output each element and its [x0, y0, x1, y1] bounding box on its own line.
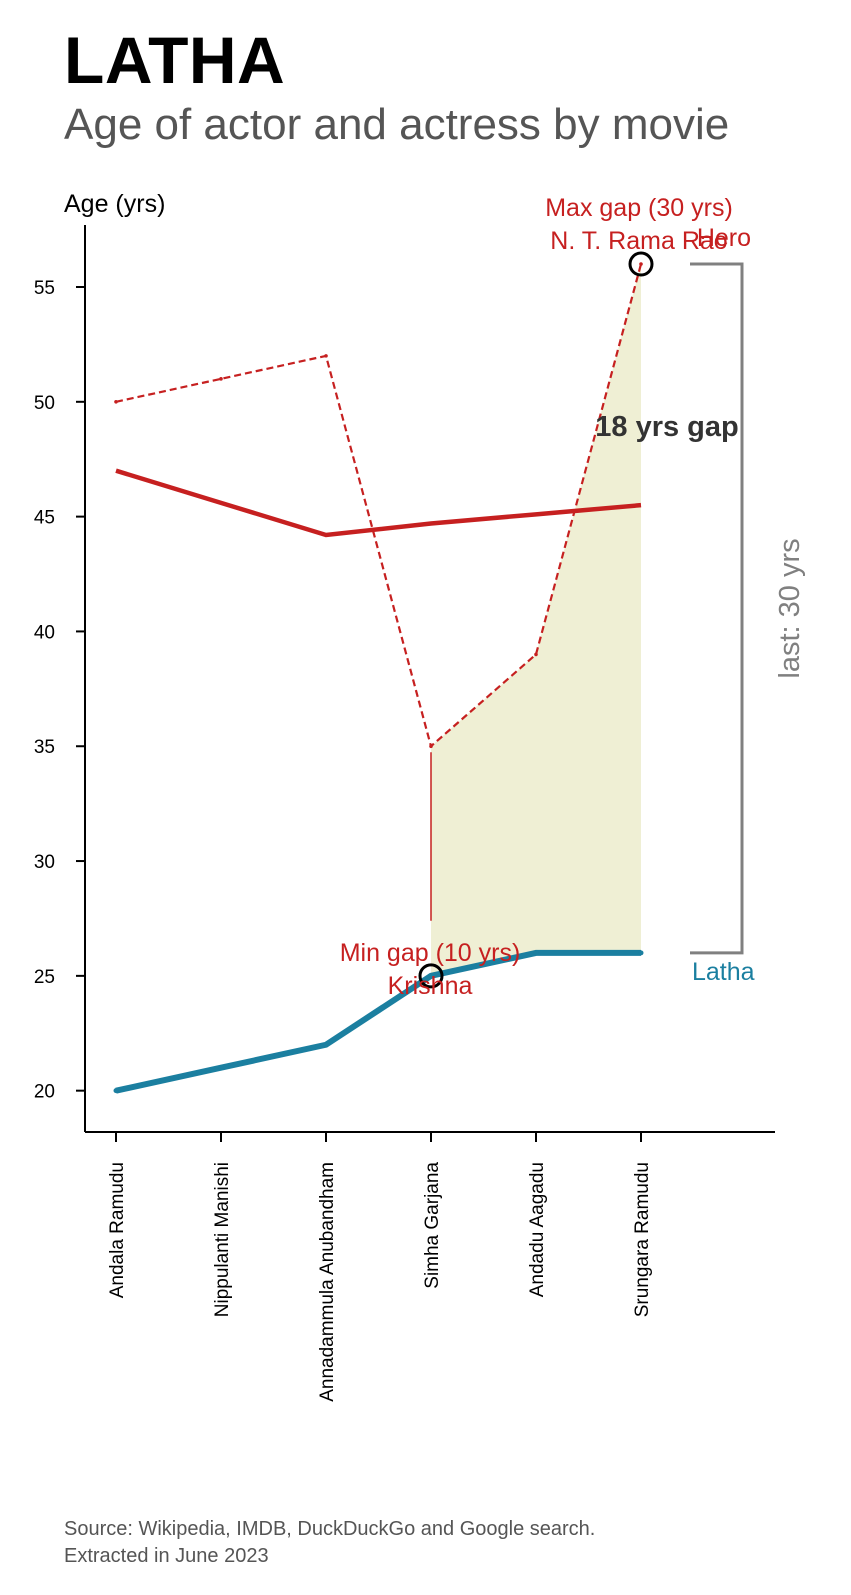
data-point-latha: [323, 1042, 329, 1048]
data-point-hero: [534, 652, 538, 657]
gap-shaded-area: [431, 264, 641, 976]
y-tick-label: 35: [34, 737, 55, 758]
data-point-latha: [113, 1088, 119, 1094]
data-point-hero: [639, 262, 643, 266]
y-tick-label: 40: [34, 622, 55, 643]
data-point-hero: [219, 377, 223, 381]
min-gap-label: Min gap (10 yrs): [340, 939, 521, 967]
last-gap-bracket: [690, 262, 744, 955]
gap-label: 18 yrs gap: [595, 411, 738, 443]
data-point-latha: [428, 973, 434, 979]
source-note: Source: Wikipedia, IMDB, DuckDuckGo and …: [64, 1516, 595, 1570]
data-point-hero: [114, 400, 118, 404]
x-tick-label: Simha Garjana: [422, 1162, 443, 1289]
y-tick-label: 30: [34, 852, 55, 873]
min-gap-actor-label: Krishna: [388, 972, 473, 1000]
y-tick-label: 45: [34, 508, 55, 529]
x-tick-label: Annadammula Anubandham: [317, 1162, 338, 1402]
series-line-hero: [115, 263, 643, 749]
max-gap-actor-label: N. T. Rama Rao: [550, 227, 727, 255]
min-gap-circle: [418, 963, 444, 989]
data-point-hero: [429, 744, 433, 749]
max-gap-circle: [628, 251, 654, 277]
data-point-latha: [638, 950, 644, 956]
y-tick-label: 20: [34, 1082, 55, 1103]
y-tick-label: 50: [34, 393, 55, 414]
series-line-latha: [115, 949, 641, 1094]
series-line-hero-trend: [115, 468, 642, 538]
y-tick-label: 25: [34, 967, 55, 988]
source-line-2: Extracted in June 2023: [64, 1545, 269, 1567]
x-tick-label: Nippulanti Manishi: [212, 1162, 233, 1317]
x-tick-label: Srungara Ramudu: [632, 1162, 653, 1317]
x-tick-label: Andadu Aagadu: [527, 1162, 548, 1297]
page-title: LATHA: [64, 23, 286, 97]
last-gap-label: last: 30 yrs: [774, 538, 806, 678]
data-point-latha: [533, 950, 539, 956]
y-axis-label: Age (yrs): [64, 190, 165, 218]
latha-series-label: Latha: [692, 958, 755, 986]
y-tick-label: 55: [34, 278, 55, 299]
max-gap-label: Max gap (30 yrs): [545, 194, 733, 222]
source-line-1: Source: Wikipedia, IMDB, DuckDuckGo and …: [64, 1518, 596, 1540]
data-point-hero: [324, 354, 328, 358]
hero-series-label: Hero: [697, 224, 751, 252]
page-subtitle: Age of actor and actress by movie: [64, 100, 730, 149]
data-point-latha: [218, 1065, 224, 1071]
x-tick-label: Andala Ramudu: [107, 1162, 128, 1298]
